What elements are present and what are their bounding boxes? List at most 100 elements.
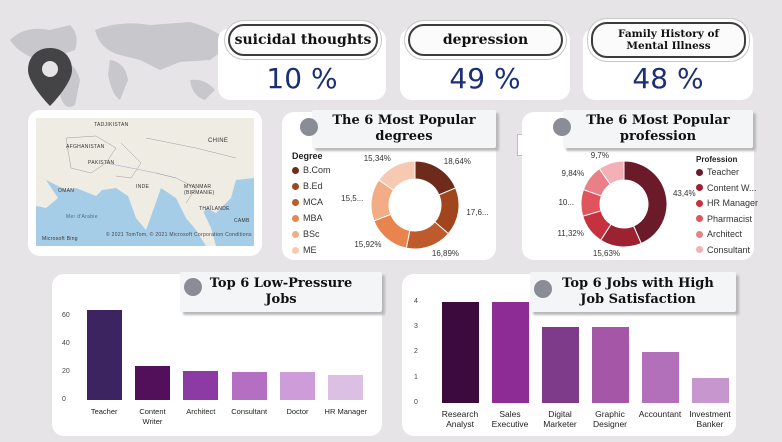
- degrees-legend-label: BSc: [303, 229, 320, 239]
- profession-donut-chart: [580, 160, 668, 248]
- degrees-legend-item[interactable]: B.Com: [292, 165, 331, 175]
- profession-legend-item[interactable]: Pharmacist: [696, 214, 752, 224]
- degrees-title: The 6 Most Popular degrees: [312, 110, 496, 148]
- degrees-legend-swatch: [292, 182, 299, 190]
- kpi-value-family-history: 48 %: [632, 62, 704, 95]
- degrees-legend-label: MCA: [303, 197, 323, 207]
- map-copyright: © 2021 TomTom, © 2021 Microsoft Corporat…: [106, 232, 252, 238]
- high-satisfaction-bar[interactable]: [591, 326, 629, 403]
- profession-legend-swatch: [696, 215, 703, 222]
- kpi-title-suicidal: suicidal thoughts: [228, 24, 378, 56]
- low-pressure-category-label: Teacher: [90, 407, 118, 416]
- map-label-myanmar: MYANMAR (BIRMANIE): [184, 184, 215, 196]
- map-label-thailande: THAÏLANDE: [199, 206, 230, 212]
- profession-legend-swatch: [696, 168, 703, 176]
- degrees-legend-title: Degree: [292, 151, 323, 161]
- profession-title-text: The 6 Most Popular profession: [586, 113, 730, 144]
- degrees-donut-chart: [370, 160, 460, 250]
- high-satisfaction-category-label: Digital Marketer: [543, 409, 577, 429]
- degrees-legend-item[interactable]: MCA: [292, 197, 323, 207]
- profession-slice-label: 9,7%: [590, 151, 609, 161]
- low-pressure-category-label: Content Writer: [139, 407, 166, 426]
- low-pressure-category-label: Doctor: [286, 407, 309, 416]
- map-view[interactable]: TADJIKISTAN AFGHANISTAN PAKISTAN CHINE I…: [36, 118, 254, 246]
- high-satisfaction-title-dot: [534, 280, 552, 298]
- high-satisfaction-title: Top 6 Jobs with High Job Satisfaction: [530, 272, 736, 312]
- kpi-label: Family History of Mental Illness: [617, 28, 719, 52]
- profession-slice-0[interactable]: [623, 160, 668, 245]
- degrees-legend-swatch: [292, 230, 299, 238]
- degrees-legend-item[interactable]: B.Ed: [292, 181, 323, 191]
- degrees-title-dot: [300, 118, 318, 136]
- profession-legend-label: Pharmacist: [707, 213, 753, 224]
- map-label-chine: CHINE: [208, 138, 229, 144]
- degrees-slice-label: 16,89%: [431, 249, 460, 259]
- degrees-slice-label: 17,6...: [466, 208, 489, 218]
- high-satisfaction-bar[interactable]: [441, 301, 479, 403]
- high-satisfaction-y-tick: 3: [414, 322, 418, 330]
- kpi-label: depression: [442, 32, 529, 48]
- kpi-title-depression: depression: [408, 24, 563, 56]
- profession-legend-item[interactable]: Consultant: [696, 245, 750, 255]
- degrees-slice-label: 18,64%: [443, 156, 471, 166]
- profession-slice-label: 11,32%: [557, 228, 584, 238]
- profession-legend-swatch: [696, 184, 703, 191]
- degrees-slice-5[interactable]: [378, 160, 416, 191]
- degrees-legend-swatch: [292, 246, 299, 254]
- map-label-tajikistan: TADJIKISTAN: [94, 122, 129, 128]
- profession-legend-swatch: [696, 230, 703, 238]
- location-pin-icon: [28, 48, 72, 106]
- map-label-oman: OMAN: [58, 188, 75, 194]
- high-satisfaction-bar[interactable]: [491, 301, 529, 403]
- map-label-inde: INDE: [136, 184, 150, 190]
- low-pressure-bar[interactable]: [328, 374, 364, 400]
- high-satisfaction-y-tick: 0: [414, 399, 418, 406]
- low-pressure-bar[interactable]: [231, 372, 267, 400]
- low-pressure-title: Top 6 Low-Pressure Jobs: [180, 272, 382, 312]
- kpi-value-suicidal: 10 %: [266, 62, 338, 95]
- kpi-title-family-history: Family History of Mental Illness: [591, 22, 746, 58]
- degrees-legend-label: MBA: [303, 213, 323, 223]
- low-pressure-y-tick: 40: [62, 340, 70, 347]
- high-satisfaction-bar[interactable]: [691, 377, 729, 403]
- profession-title-dot: [553, 118, 571, 136]
- degrees-legend-item[interactable]: MBA: [292, 213, 323, 223]
- degrees-legend-label: B.Ed: [303, 181, 323, 191]
- low-pressure-bar[interactable]: [86, 310, 122, 400]
- degrees-legend-swatch: [292, 214, 299, 222]
- low-pressure-bar[interactable]: [280, 372, 315, 400]
- profession-legend-label: Consultant: [707, 244, 751, 255]
- profession-legend-item[interactable]: Architect: [696, 229, 742, 239]
- high-satisfaction-bar[interactable]: [541, 326, 579, 403]
- degrees-legend-item[interactable]: BSc: [292, 229, 320, 239]
- low-pressure-title-dot: [184, 278, 202, 296]
- profession-legend-item[interactable]: HR Manager: [696, 198, 758, 208]
- degrees-slice-label: 15,5...: [341, 193, 364, 203]
- high-satisfaction-category-label: Investment Banker: [689, 409, 731, 429]
- low-pressure-bar[interactable]: [183, 370, 219, 400]
- profession-legend-label: Content W...: [707, 182, 757, 193]
- high-satisfaction-y-tick: 2: [414, 348, 418, 356]
- degrees-legend-item[interactable]: ME: [292, 245, 317, 255]
- profession-slice-label: 43,4%: [672, 188, 696, 198]
- degrees-slice-label: 15,34%: [363, 153, 391, 163]
- profession-slice-label: 15,63%: [592, 248, 621, 258]
- low-pressure-title-text: Top 6 Low-Pressure Jobs: [209, 276, 353, 307]
- high-satisfaction-bar[interactable]: [641, 352, 679, 403]
- degrees-slice-label: 15,92%: [354, 239, 382, 249]
- profession-legend-item[interactable]: Content W...: [696, 183, 757, 193]
- low-pressure-bar[interactable]: [135, 366, 170, 400]
- high-satisfaction-y-tick: 1: [414, 373, 418, 381]
- kpi-label: suicidal thoughts: [234, 32, 372, 48]
- profession-legend-label: Teacher: [707, 167, 740, 177]
- profession-legend-label: HR Manager: [707, 198, 759, 208]
- profession-slice-label: 9,84%: [561, 168, 585, 178]
- degrees-slice-0[interactable]: [414, 160, 457, 196]
- profession-legend-item[interactable]: Teacher: [696, 167, 739, 177]
- profession-title: The 6 Most Popular profession: [563, 110, 753, 148]
- low-pressure-y-tick: 0: [62, 396, 66, 403]
- high-satisfaction-category-label: Accountant: [638, 409, 682, 419]
- degrees-legend-label: B.Com: [303, 165, 331, 175]
- profession-slice-5[interactable]: [598, 160, 625, 186]
- low-pressure-category-label: Architect: [186, 407, 216, 416]
